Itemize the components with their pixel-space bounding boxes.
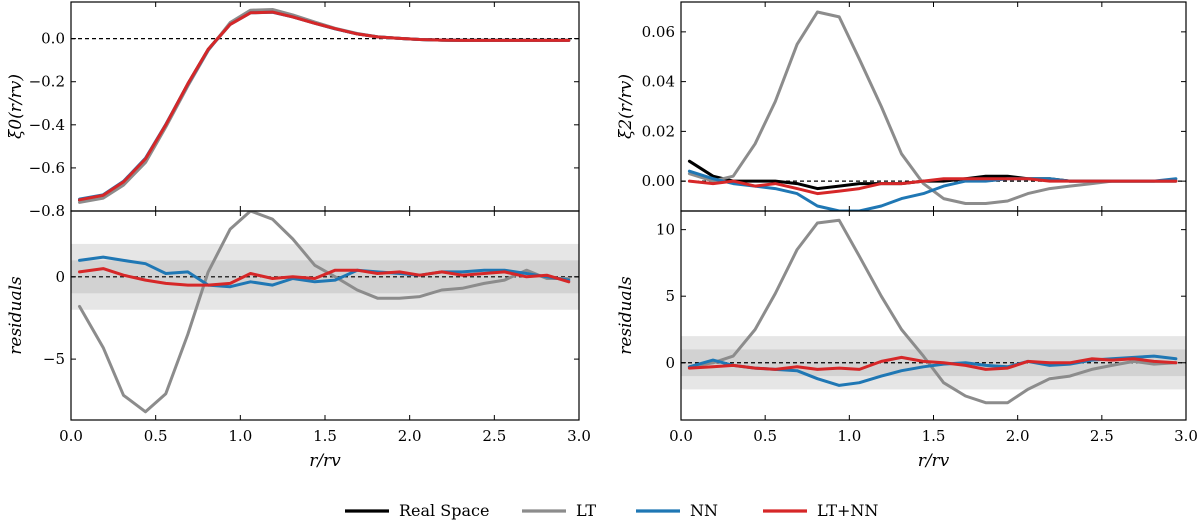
axes-frame bbox=[70, 1, 580, 212]
y-tick-label: −0.4 bbox=[29, 116, 65, 134]
x-tick-label: 0.0 bbox=[669, 427, 693, 445]
x-tick-label: 1.0 bbox=[228, 427, 252, 445]
y-axis-label: ξ0(r/rv) bbox=[6, 74, 26, 139]
x-axis-label: r/rv bbox=[309, 451, 341, 471]
panel-bottom-right: 10 5 0 0.0 0.5 1.0 1.5 2.0 2.5 3.0 r/rv residuals bbox=[616, 210, 1198, 471]
series-line-lt-nn bbox=[78, 267, 571, 287]
series-line-lt-nn bbox=[78, 10, 571, 202]
legend-label-lt-nn: LT+NN bbox=[817, 501, 878, 520]
series-line-lt bbox=[687, 218, 1178, 405]
y-tick-label: 0 bbox=[665, 354, 675, 372]
y-axis-label: residuals bbox=[6, 276, 26, 355]
y-tick-label: 0.0 bbox=[41, 30, 65, 48]
series-line-nn bbox=[78, 255, 571, 289]
y-tick-label: −0.8 bbox=[29, 202, 65, 220]
y-tick-label: 10 bbox=[656, 221, 675, 239]
series-line-lt bbox=[78, 211, 571, 414]
y-tick-label: 5 bbox=[665, 287, 675, 305]
panel-top-left: 0.0 −0.2 −0.4 −0.6 −0.8 ξ0(r/rv) bbox=[6, 1, 580, 220]
x-tick-label: 2.5 bbox=[1090, 427, 1114, 445]
y-axis-label: ξ2(r/rv) bbox=[616, 74, 636, 139]
x-tick-label: 2.5 bbox=[482, 427, 506, 445]
x-tick-label: 3.0 bbox=[1174, 427, 1198, 445]
panel-top-right: 0.00 0.02 0.04 0.06 ξ2(r/rv) bbox=[616, 1, 1187, 212]
x-tick-label: 0.5 bbox=[144, 427, 168, 445]
y-tick-label: 0.06 bbox=[642, 23, 675, 41]
x-tick-label: 2.0 bbox=[1006, 427, 1030, 445]
x-tick-label: 1.0 bbox=[837, 427, 861, 445]
x-tick-label: 1.5 bbox=[313, 427, 337, 445]
series-line-nn bbox=[687, 169, 1178, 211]
x-tick-label: 1.5 bbox=[922, 427, 946, 445]
y-tick-label: −5 bbox=[43, 350, 65, 368]
y-tick-label: 0.04 bbox=[642, 73, 675, 91]
axes-frame bbox=[70, 210, 580, 421]
y-tick-label: 0.02 bbox=[642, 122, 675, 140]
x-axis-label: r/rv bbox=[918, 451, 950, 471]
x-tick-label: 0.0 bbox=[59, 427, 83, 445]
x-tick-label: 0.5 bbox=[753, 427, 777, 445]
legend: Real Space LT NN LT+NN bbox=[345, 501, 878, 520]
y-tick-label: 0 bbox=[55, 268, 65, 286]
legend-label-lt: LT bbox=[576, 501, 596, 520]
y-tick-label: −0.2 bbox=[29, 73, 65, 91]
series-line-lt bbox=[687, 10, 1178, 205]
panel-bottom-left: 0 −5 0.0 0.5 1.0 1.5 2.0 2.5 3.0 r/rv residuals bbox=[6, 210, 591, 471]
y-tick-label: 0.00 bbox=[642, 172, 675, 190]
legend-label-nn: NN bbox=[690, 501, 718, 520]
series-line-lt-nn bbox=[687, 355, 1178, 371]
x-tick-label: 2.0 bbox=[398, 427, 422, 445]
series-line-lt-nn bbox=[687, 177, 1178, 196]
x-tick-label: 3.0 bbox=[567, 427, 591, 445]
legend-label-real-space: Real Space bbox=[399, 501, 489, 520]
y-tick-label: −0.6 bbox=[29, 159, 65, 177]
y-axis-label: residuals bbox=[616, 276, 636, 355]
